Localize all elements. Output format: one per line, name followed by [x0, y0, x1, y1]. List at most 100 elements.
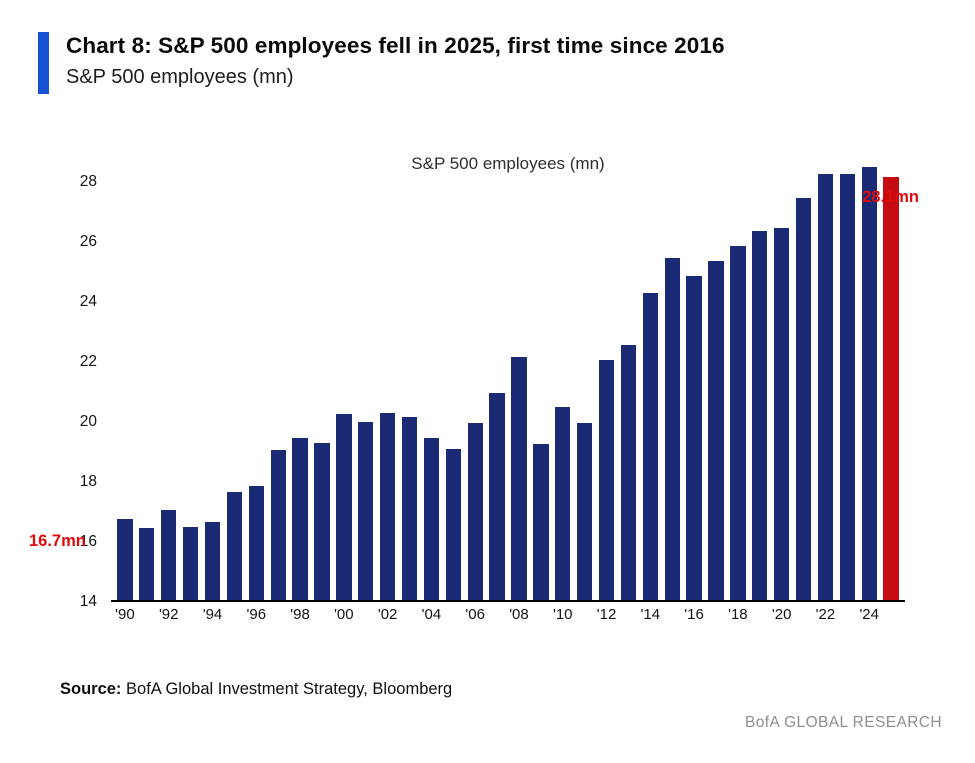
y-tick-label: 26	[79, 233, 97, 250]
source-label: Source:	[60, 680, 122, 698]
x-tick-label	[399, 606, 421, 623]
bar-2020	[774, 228, 790, 600]
bar-slot	[530, 150, 552, 600]
x-tick-label: '22	[815, 606, 836, 623]
bar-2004	[423, 438, 440, 600]
bar-slot	[552, 150, 574, 600]
x-tick-label	[442, 606, 464, 623]
bar-2022	[817, 174, 834, 600]
bar-slot	[202, 150, 224, 600]
bar-chart: S&P 500 employees (mn) 14 16 18 20 22 24 26 28 …	[29, 150, 919, 638]
x-tick-label	[705, 606, 727, 623]
x-tick-label	[574, 606, 596, 623]
plot-title: S&P 500 employees (mn)	[411, 154, 605, 173]
x-tick-label: '18	[728, 606, 748, 623]
bar-2009	[533, 444, 549, 600]
x-tick-label: '08	[509, 606, 529, 623]
bar-slot	[136, 150, 158, 600]
chart-subtitle: S&P 500 employees (mn)	[66, 66, 294, 89]
bar-slot	[114, 150, 136, 600]
x-tick-label: '10	[552, 606, 573, 623]
x-tick-label: '90	[115, 606, 135, 623]
x-tick-label: '96	[246, 606, 267, 623]
y-tick-label: 24	[79, 293, 97, 310]
bar-2025	[883, 177, 899, 600]
bar-slot	[880, 150, 902, 600]
bar-1994	[204, 522, 221, 600]
bar-2001	[358, 421, 374, 600]
bar-slot	[223, 150, 245, 600]
plot-area	[111, 150, 905, 602]
bar-2005	[445, 448, 461, 600]
x-tick-label: '00	[334, 606, 354, 623]
bar-2007	[489, 393, 505, 600]
x-tick-label: '16	[684, 606, 704, 623]
x-tick-label	[311, 606, 333, 623]
x-tick-label	[749, 606, 771, 623]
bar-slot	[705, 150, 727, 600]
bar-2019	[752, 231, 768, 600]
y-tick-label: 16	[79, 533, 97, 550]
bar-slot	[858, 150, 880, 600]
bar-slot	[442, 150, 464, 600]
x-tick-label: '02	[377, 606, 398, 623]
y-tick-label: 20	[79, 413, 97, 430]
bar-2012	[598, 360, 615, 600]
bar-slot	[180, 150, 202, 600]
bar-2024	[861, 166, 877, 600]
bar-slot	[420, 150, 442, 600]
x-tick-label: '04	[421, 606, 442, 623]
bar-1990	[117, 519, 133, 600]
bar-1993	[182, 526, 199, 600]
x-tick-label	[880, 606, 902, 623]
bar-slot	[727, 150, 749, 600]
bar-2023	[839, 174, 855, 600]
bar-slot	[464, 150, 486, 600]
bar-2002	[379, 412, 396, 600]
bar-slot	[377, 150, 399, 600]
x-tick-label	[836, 606, 858, 623]
bar-2003	[401, 417, 418, 600]
x-tick-label: '98	[290, 606, 310, 623]
x-tick-label	[486, 606, 508, 623]
y-tick-label: 18	[79, 473, 97, 490]
bar-slot	[596, 150, 618, 600]
bar-slot	[836, 150, 858, 600]
bar-1998	[292, 438, 308, 600]
bar-2015	[664, 258, 680, 600]
bar-1992	[161, 510, 177, 600]
x-tick-label	[136, 606, 158, 623]
bar-slot	[245, 150, 267, 600]
bar-2017	[708, 261, 724, 600]
bar-1996	[248, 486, 264, 600]
source-text: BofA Global Investment Strategy, Bloombe…	[121, 680, 453, 698]
bar-2006	[467, 423, 483, 600]
y-axis: 14 16 18 20 22 24 26 28	[55, 150, 99, 610]
x-tick-label: '94	[202, 606, 223, 623]
bar-slot	[508, 150, 530, 600]
x-tick-label: '14	[640, 606, 661, 623]
bar-slot	[574, 150, 596, 600]
bar-slot	[158, 150, 180, 600]
x-tick-label: '20	[771, 606, 792, 623]
bar-slot	[793, 150, 815, 600]
x-tick-label	[180, 606, 202, 623]
bar-2021	[795, 198, 812, 600]
bar-2000	[336, 414, 352, 600]
bar-2011	[576, 423, 593, 600]
chart-header: Chart 8: S&P 500 employees fell in 2025,…	[38, 32, 725, 94]
bar-2013	[620, 345, 637, 600]
bar-1997	[270, 450, 286, 600]
bar-1995	[226, 492, 243, 600]
bar-slot	[771, 150, 793, 600]
annotation-last-value: 28.1mn	[862, 188, 919, 206]
bar-slot	[333, 150, 355, 600]
y-tick-label: 14	[79, 593, 97, 610]
chart-heading: Chart 8: S&P 500 employees fell in 2025,…	[66, 33, 725, 58]
y-tick-label: 22	[79, 353, 97, 370]
bar-slot	[617, 150, 639, 600]
bar-2014	[642, 292, 658, 600]
x-tick-label: '24	[859, 606, 879, 623]
brand-text: BofA GLOBAL RESEARCH	[745, 714, 942, 731]
